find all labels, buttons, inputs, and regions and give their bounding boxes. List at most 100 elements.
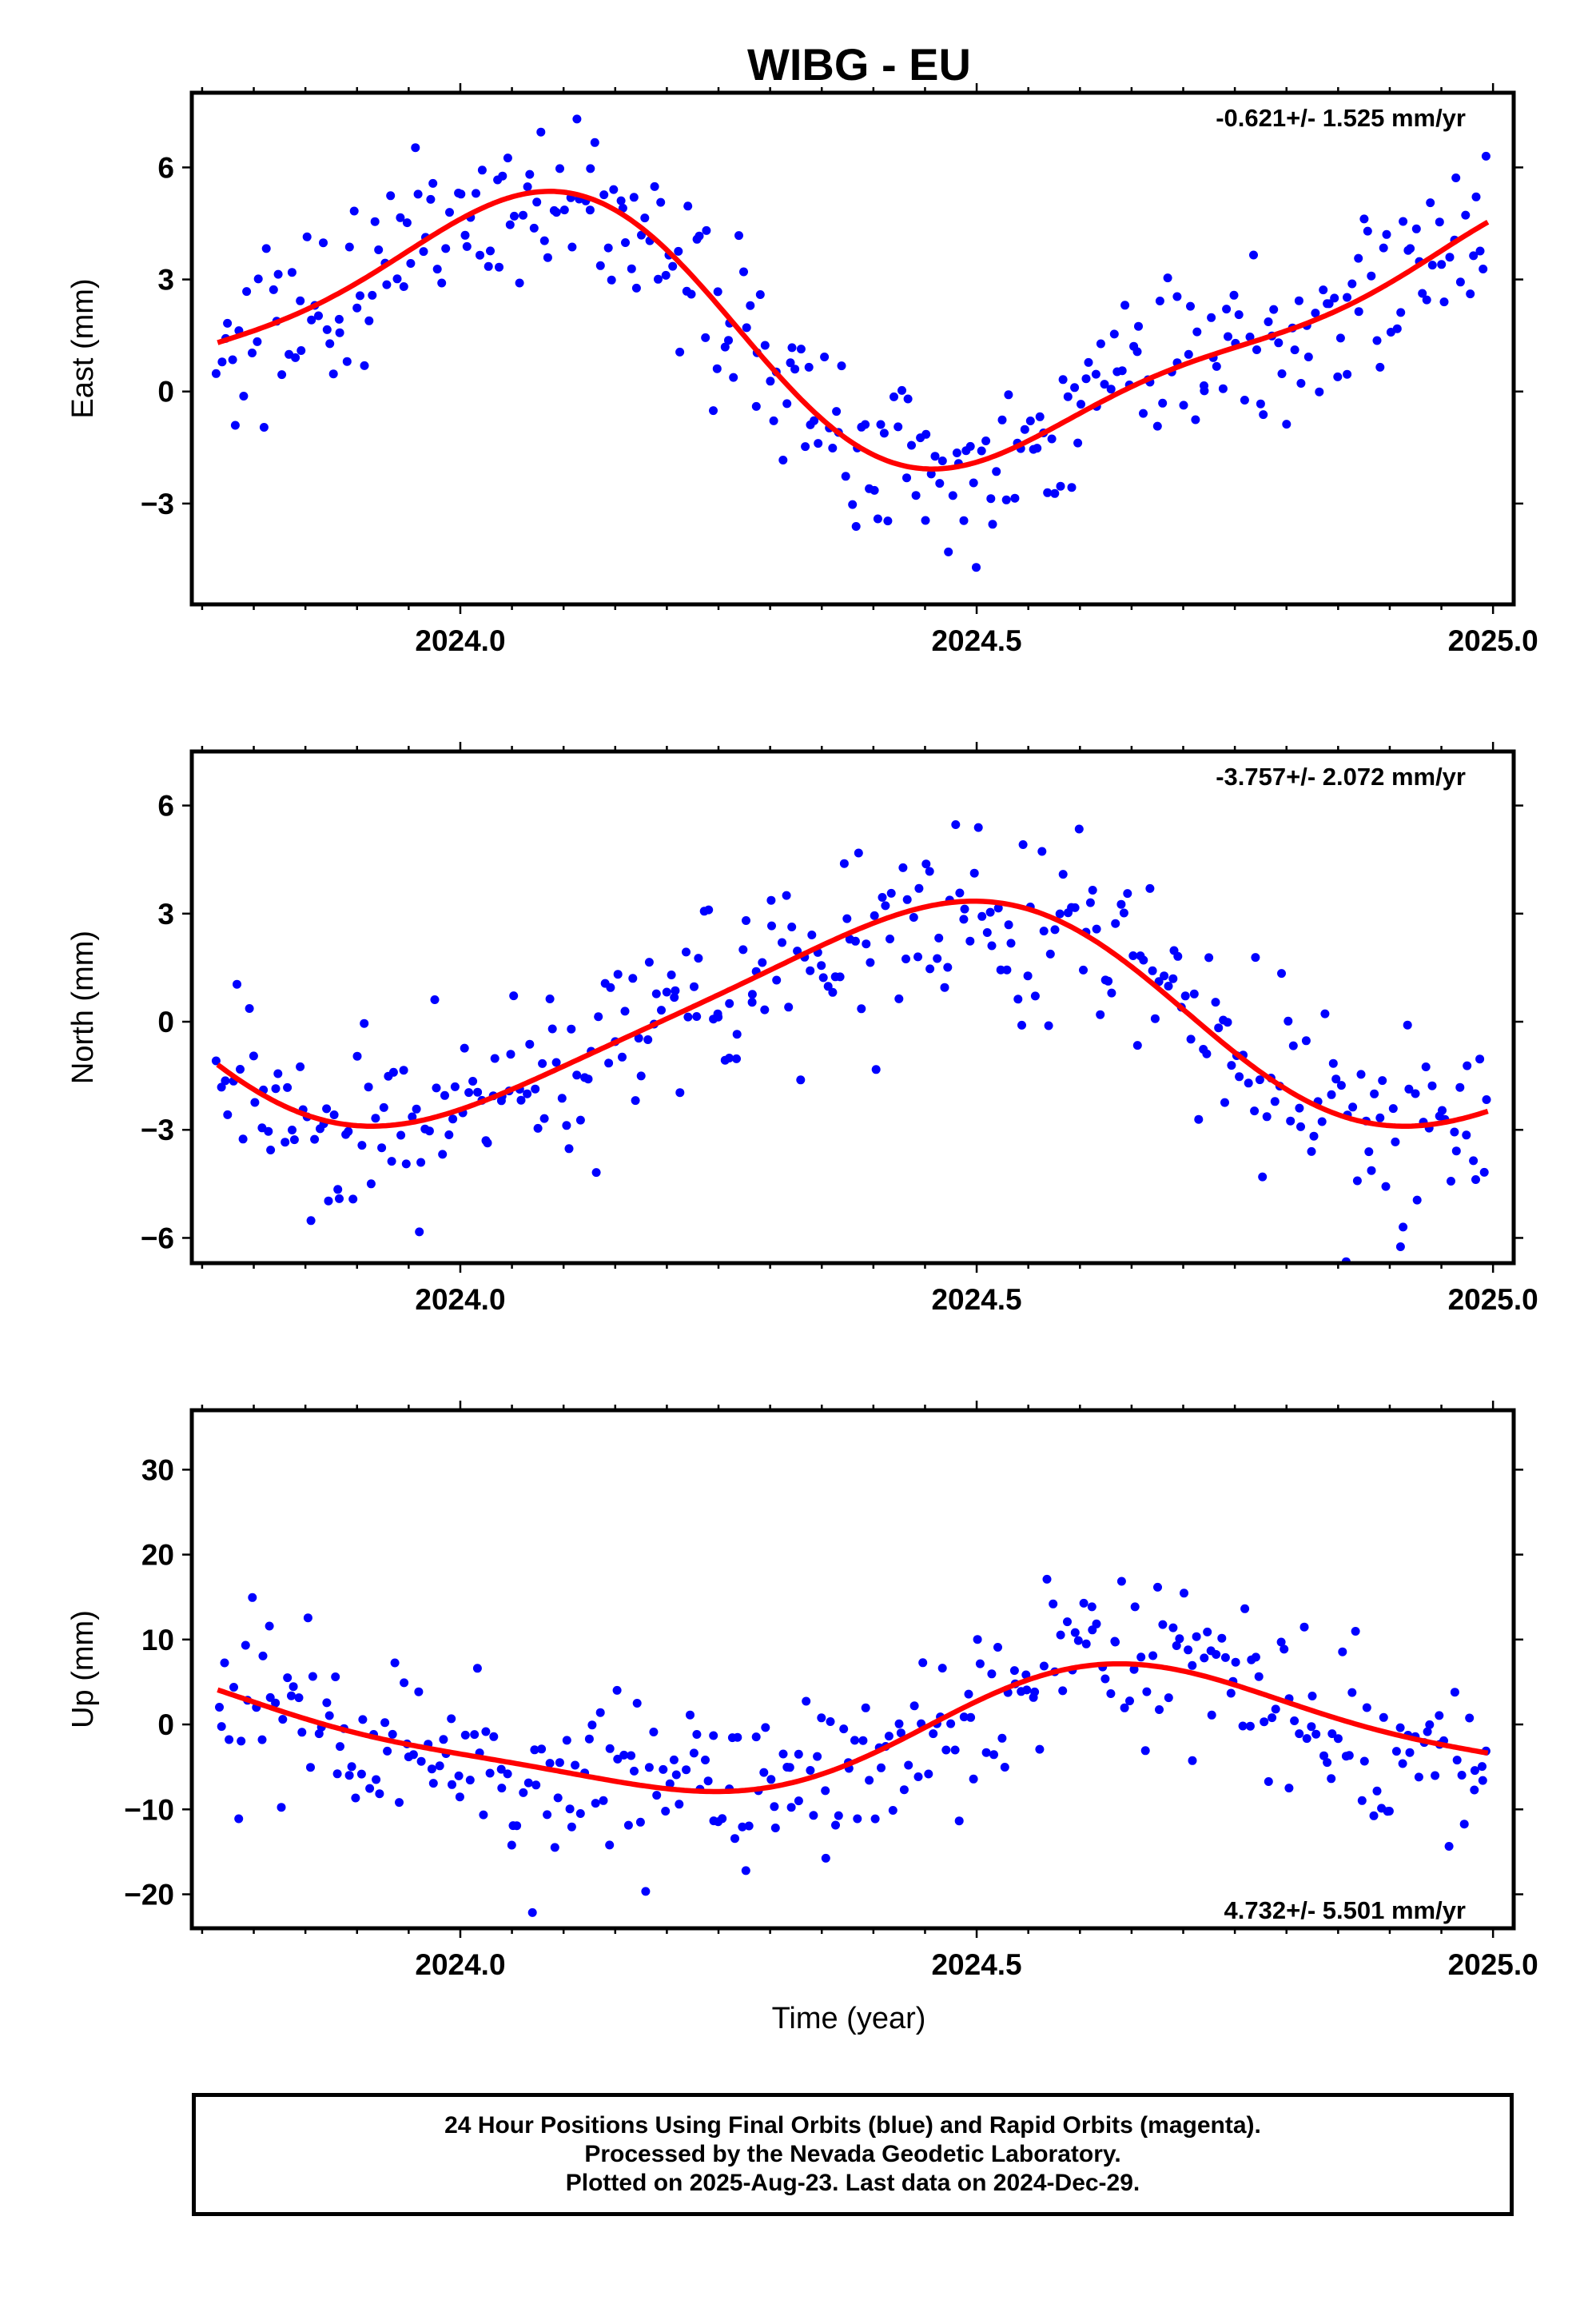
up-data-point xyxy=(595,1708,605,1717)
north-data-point xyxy=(1148,966,1157,975)
east-data-point xyxy=(1354,253,1363,263)
east-data-point xyxy=(1354,307,1363,317)
east-data-point xyxy=(349,206,359,216)
up-data-point xyxy=(1129,1664,1139,1674)
up-data-point xyxy=(605,1744,615,1753)
up-data-point xyxy=(599,1796,608,1805)
up-data-point xyxy=(289,1682,298,1692)
up-data-point xyxy=(993,1643,1002,1652)
up-data-point xyxy=(427,1764,436,1774)
north-data-point xyxy=(835,972,845,982)
north-data-point xyxy=(450,1082,460,1091)
up-data-point xyxy=(1431,1771,1440,1780)
up-data-point xyxy=(703,1776,713,1786)
north-data-point xyxy=(1307,1146,1316,1156)
north-data-point xyxy=(1451,1146,1461,1156)
north-data-point xyxy=(857,1004,866,1014)
east-data-point xyxy=(1186,301,1195,311)
up-data-point xyxy=(1290,1716,1299,1725)
up-data-point xyxy=(383,1746,392,1756)
up-data-point xyxy=(1398,1759,1407,1768)
north-data-point xyxy=(1482,1095,1491,1104)
north-data-point xyxy=(245,1004,254,1013)
north-data-point xyxy=(1017,1020,1026,1030)
east-data-point xyxy=(861,420,870,429)
east-data-point xyxy=(1333,372,1343,381)
up-data-point xyxy=(1070,1628,1080,1637)
east-data-point xyxy=(621,238,630,247)
east-data-point xyxy=(242,287,252,297)
east-data-point xyxy=(1418,289,1427,298)
up-data-point xyxy=(659,1764,668,1774)
east-data-point xyxy=(456,189,466,199)
up-data-point xyxy=(465,1776,475,1785)
up-data-point xyxy=(1276,1637,1286,1647)
east-data-point xyxy=(1155,297,1164,305)
up-data-point xyxy=(265,1621,274,1631)
north-data-point xyxy=(898,863,908,872)
north-data-point xyxy=(725,999,734,1008)
east-data-point xyxy=(1294,296,1303,305)
up-data-point xyxy=(1362,1703,1371,1712)
north-data-point xyxy=(1160,971,1169,981)
up-data-point xyxy=(1359,1756,1369,1766)
east-data-point xyxy=(472,189,480,198)
north-data-point xyxy=(438,1150,448,1159)
east-data-point xyxy=(392,274,402,284)
up-data-point xyxy=(1049,1599,1058,1608)
north-data-point xyxy=(1295,1103,1304,1113)
north-data-point xyxy=(1214,1023,1224,1033)
east-data-point xyxy=(654,274,663,284)
up-data-point xyxy=(969,1774,978,1784)
up-data-point xyxy=(512,1821,522,1831)
east-data-point xyxy=(1411,224,1421,233)
north-data-point xyxy=(525,1039,535,1049)
up-data-point xyxy=(530,1745,539,1755)
up-data-point xyxy=(1369,1811,1379,1820)
north-data-point xyxy=(575,1115,585,1125)
up-data-point xyxy=(485,1768,495,1778)
north-data-point xyxy=(1018,840,1028,849)
north-data-point xyxy=(1352,1176,1362,1186)
east-data-point xyxy=(720,342,730,352)
up-data-point xyxy=(390,1658,400,1668)
up-plot-frame xyxy=(189,1408,1516,1931)
east-data-point xyxy=(1372,336,1382,345)
up-data-point xyxy=(709,1731,718,1740)
north-data-point xyxy=(1128,951,1138,960)
up-data-point xyxy=(813,1752,822,1761)
up-data-point xyxy=(1180,1589,1188,1598)
north-data-point xyxy=(1395,1242,1405,1251)
up-data-point xyxy=(1155,1705,1164,1714)
north-data-point xyxy=(732,1030,742,1039)
north-data-point xyxy=(767,921,776,931)
north-data-point xyxy=(951,820,961,829)
up-data-point xyxy=(794,1749,803,1759)
up-data-point xyxy=(278,1715,288,1724)
east-data-point xyxy=(972,563,981,572)
up-data-point xyxy=(989,1750,998,1760)
north-data-point xyxy=(1284,1016,1293,1026)
north-data-point xyxy=(959,915,969,924)
north-data-point xyxy=(921,859,931,869)
up-data-point xyxy=(1058,1686,1068,1696)
north-data-point xyxy=(1277,969,1286,979)
up-data-point xyxy=(975,1659,985,1668)
footer-line-3: Plotted on 2025-Aug-23. Last data on 202… xyxy=(565,2170,1140,2196)
east-data-point xyxy=(1222,305,1232,314)
east-data-point xyxy=(374,245,384,254)
up-data-point xyxy=(950,1745,960,1755)
east-data-point xyxy=(449,80,458,89)
east-data-point xyxy=(837,361,846,371)
up-data-point xyxy=(220,1658,229,1668)
east-data-point xyxy=(921,429,931,439)
north-data-point xyxy=(1438,1106,1447,1115)
north-data-point xyxy=(993,903,1003,913)
east-data-point xyxy=(1319,285,1328,295)
up-data-point xyxy=(1333,1734,1343,1744)
east-data-point xyxy=(890,392,898,401)
east-data-point xyxy=(814,439,823,448)
east-data-point xyxy=(334,314,344,324)
up-data-point xyxy=(1148,1651,1158,1660)
up-data-point xyxy=(470,1730,480,1740)
